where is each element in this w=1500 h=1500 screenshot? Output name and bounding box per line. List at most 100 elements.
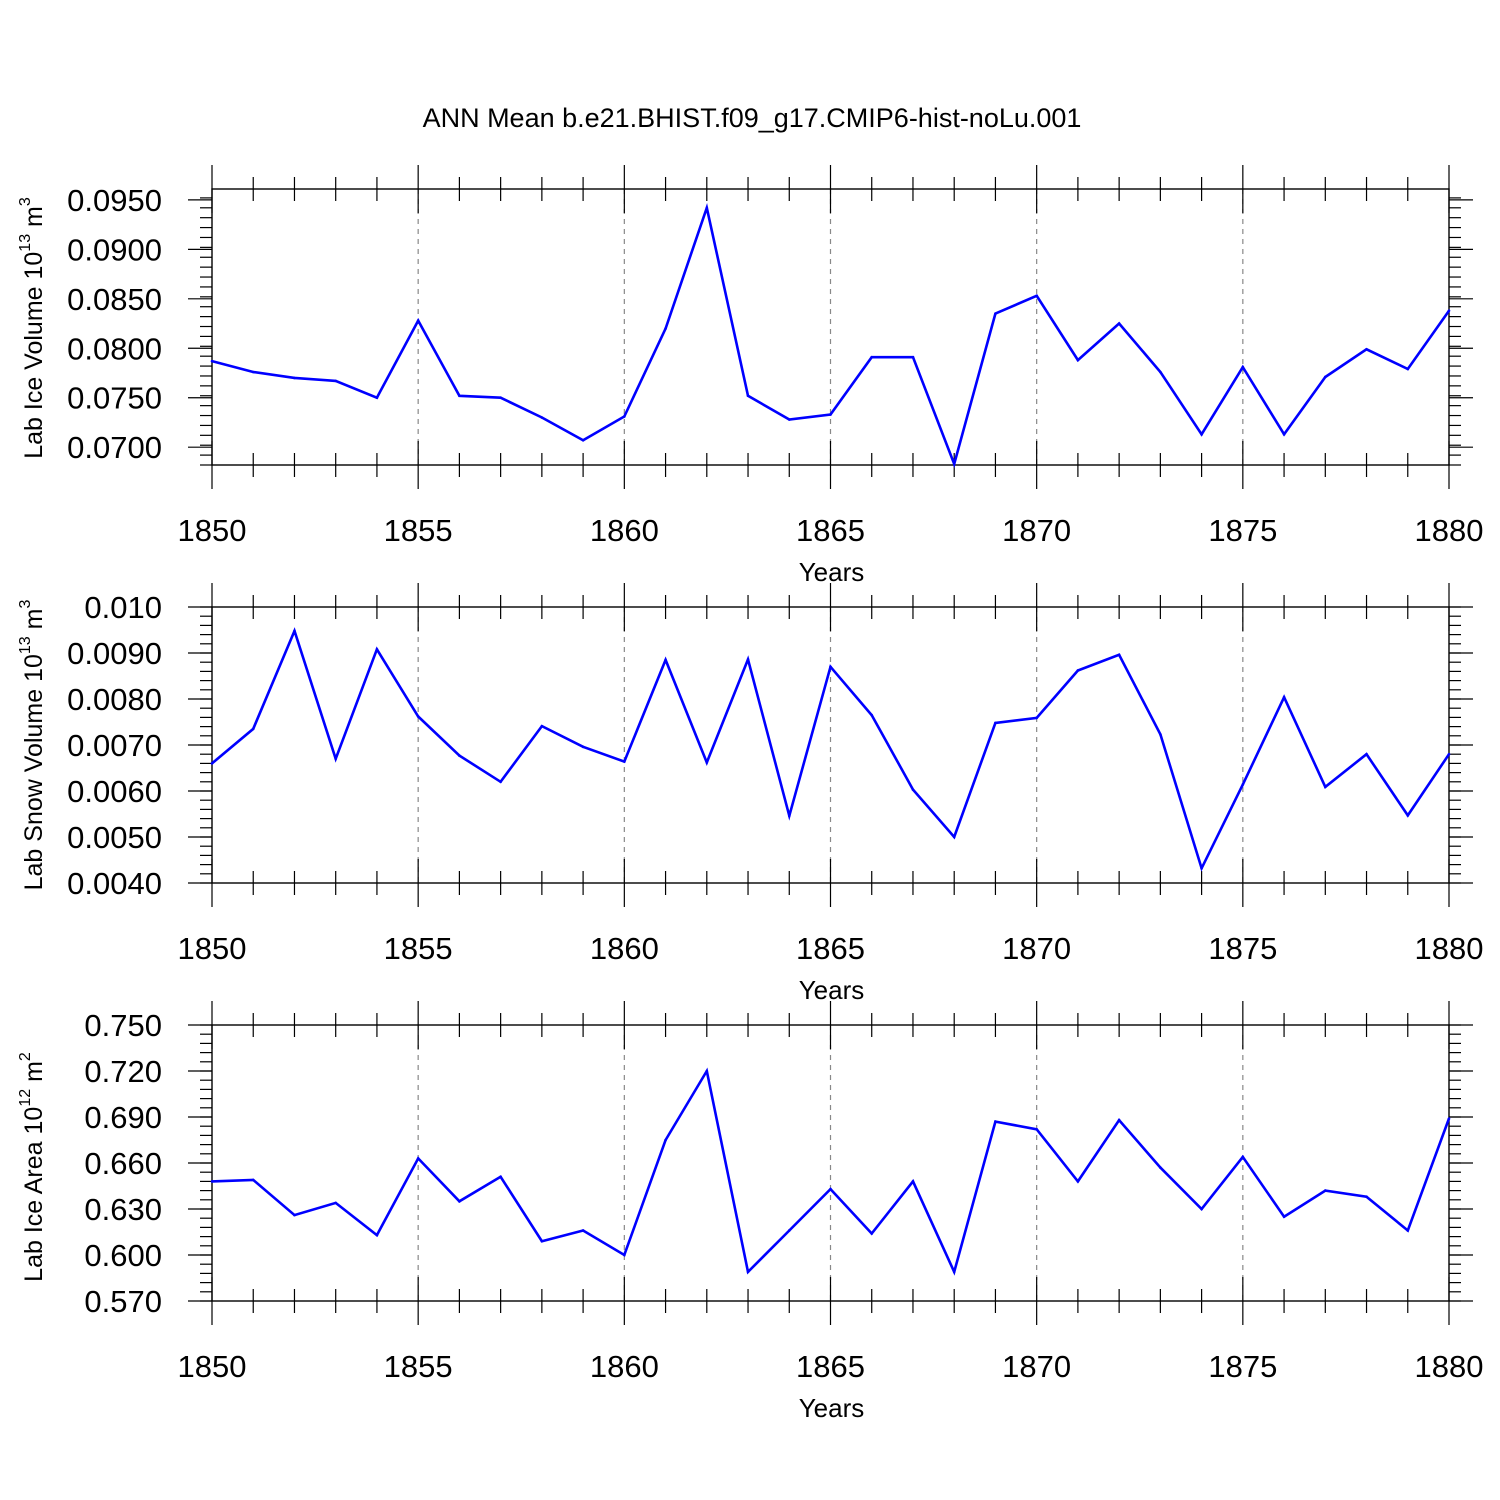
chart-title: ANN Mean b.e21.BHIST.f09_g17.CMIP6-hist-… bbox=[423, 103, 1082, 133]
x-tick-label: 1880 bbox=[1415, 1349, 1484, 1384]
x-tick-label: 1860 bbox=[590, 1349, 659, 1384]
data-point bbox=[416, 715, 420, 718]
y-axis-label-part: m bbox=[20, 1061, 48, 1089]
y-tick-label: 0.600 bbox=[84, 1238, 162, 1273]
data-point bbox=[251, 1178, 255, 1182]
data-point bbox=[911, 355, 915, 359]
data-point bbox=[334, 1201, 338, 1205]
data-point bbox=[375, 396, 379, 400]
data-point bbox=[1365, 347, 1368, 351]
y-axis-label-part: m bbox=[20, 609, 48, 637]
data-point bbox=[1447, 309, 1451, 312]
data-point bbox=[540, 724, 544, 728]
data-point bbox=[499, 1175, 502, 1179]
y-tick-label: 0.0090 bbox=[67, 636, 162, 671]
y-tick-label: 0.010 bbox=[84, 590, 162, 625]
x-tick-label: 1855 bbox=[384, 513, 453, 548]
x-tick-label: 1860 bbox=[590, 513, 659, 548]
data-point bbox=[870, 1232, 874, 1235]
data-point bbox=[829, 1187, 832, 1191]
data-point bbox=[829, 665, 832, 669]
y-axis-label-superscript: 3 bbox=[17, 197, 34, 206]
data-point bbox=[1241, 783, 1245, 786]
data-point bbox=[334, 757, 338, 761]
data-point bbox=[293, 376, 296, 380]
x-tick-label: 1855 bbox=[384, 931, 453, 966]
y-axis-label-superscript: 12 bbox=[17, 1089, 34, 1107]
y-axis-label: Lab Ice Volume 1013 m3 bbox=[17, 197, 48, 459]
data-point bbox=[1035, 294, 1038, 298]
data-point bbox=[952, 1270, 956, 1274]
data-point bbox=[416, 319, 420, 322]
data-point bbox=[994, 312, 997, 315]
data-point bbox=[746, 1270, 750, 1274]
data-point bbox=[664, 658, 667, 662]
panels: 1850 1855 1860 1865 1870 1875 1880 Years 0.0700 0… bbox=[17, 165, 1483, 1423]
data-point bbox=[1159, 370, 1162, 374]
data-point bbox=[210, 762, 214, 765]
y-axis-label-part: Lab Ice Area 10 bbox=[20, 1107, 48, 1282]
x-tick-label: 1875 bbox=[1208, 1349, 1277, 1384]
data-point bbox=[1324, 785, 1327, 789]
y-tick-label: 0.0050 bbox=[67, 820, 162, 855]
data-point bbox=[1076, 358, 1080, 362]
data-point bbox=[293, 629, 296, 633]
x-tick-label: 1865 bbox=[796, 513, 865, 548]
data-point bbox=[1241, 1155, 1245, 1159]
data-point bbox=[1406, 367, 1410, 371]
x-tick-label: 1870 bbox=[1002, 931, 1071, 966]
y-tick-label: 0.660 bbox=[84, 1146, 162, 1181]
data-point bbox=[293, 1213, 296, 1217]
y-axis-label-part: m bbox=[20, 206, 48, 234]
data-point bbox=[705, 761, 709, 764]
data-point bbox=[1282, 1215, 1286, 1218]
y-tick-label: 0.720 bbox=[84, 1054, 162, 1089]
y-tick-label: 0.0900 bbox=[67, 232, 162, 267]
x-tick-label: 1865 bbox=[796, 931, 865, 966]
data-point bbox=[952, 835, 956, 839]
data-point bbox=[1076, 669, 1080, 672]
panel-3: 1850 1855 1860 1865 1870 1875 1880 Years 0.570 0.… bbox=[17, 1001, 1483, 1423]
data-point bbox=[581, 438, 585, 442]
series-line bbox=[211, 202, 1451, 469]
data-point bbox=[1447, 1117, 1451, 1120]
data-point bbox=[1365, 1195, 1368, 1199]
data-point bbox=[870, 355, 874, 359]
data-point bbox=[1324, 1189, 1327, 1192]
x-tick-label: 1860 bbox=[590, 931, 659, 966]
data-point bbox=[1365, 752, 1368, 756]
data-point bbox=[952, 462, 956, 466]
data-point bbox=[458, 1200, 461, 1203]
data-point bbox=[375, 1233, 379, 1237]
data-point bbox=[705, 206, 709, 210]
data-point bbox=[1324, 375, 1327, 379]
x-tick-label: 1865 bbox=[796, 1349, 865, 1384]
y-tick-label: 0.750 bbox=[84, 1008, 162, 1043]
data-point bbox=[623, 415, 626, 418]
data-point bbox=[581, 745, 585, 749]
data-point bbox=[1241, 365, 1245, 369]
y-tick-label: 0.570 bbox=[84, 1284, 162, 1319]
data-point bbox=[705, 1069, 709, 1073]
plot-frame bbox=[211, 188, 1450, 466]
data-point bbox=[1406, 814, 1410, 817]
data-point bbox=[540, 416, 544, 419]
y-tick-label: 0.690 bbox=[84, 1100, 162, 1135]
data-point bbox=[787, 1229, 791, 1232]
data-point bbox=[540, 1239, 544, 1243]
data-point bbox=[870, 713, 874, 717]
data-point bbox=[787, 418, 791, 421]
data-point bbox=[1117, 322, 1121, 325]
y-axis-label-superscript: 13 bbox=[17, 234, 34, 252]
data-point bbox=[375, 648, 379, 651]
y-tick-label: 0.630 bbox=[84, 1192, 162, 1227]
data-point bbox=[1406, 1229, 1410, 1232]
data-point bbox=[581, 1229, 585, 1232]
series-line bbox=[211, 1067, 1451, 1276]
data-point bbox=[746, 394, 750, 398]
x-tick-label: 1870 bbox=[1002, 513, 1071, 548]
data-point bbox=[416, 1157, 420, 1160]
y-tick-label: 0.0060 bbox=[67, 774, 162, 809]
data-point bbox=[623, 1253, 626, 1257]
